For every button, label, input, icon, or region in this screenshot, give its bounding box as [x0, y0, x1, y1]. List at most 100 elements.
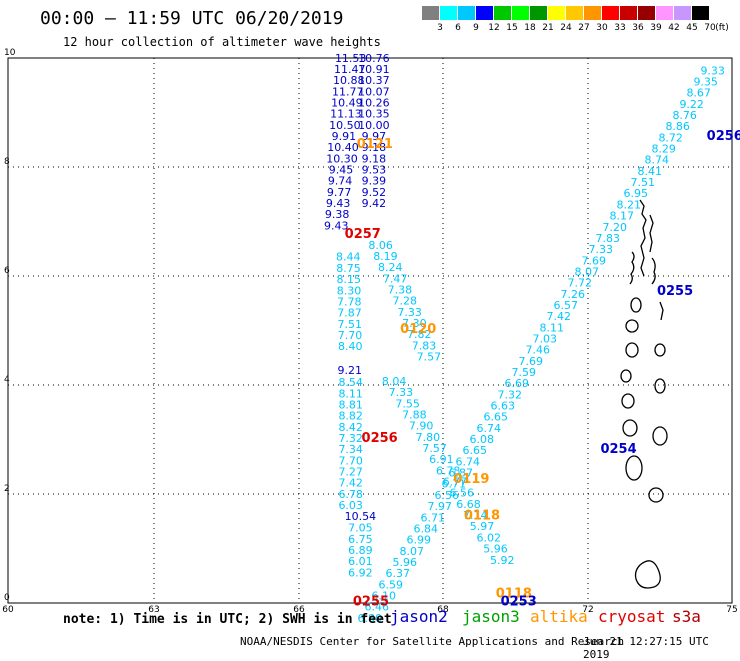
satellite-jason3: jason3: [462, 607, 520, 626]
wave-height-value: 9.43: [326, 197, 351, 210]
legend-tick-label: 3: [437, 23, 443, 33]
map-title: 00:00 – 11:59 UTC 06/20/2019: [40, 8, 344, 29]
pass-number-label: 0256: [362, 431, 398, 446]
legend-swatch: [566, 6, 584, 20]
wave-height-value: 7.32: [497, 388, 522, 401]
map-subtitle: 12 hour collection of altimeter wave hei…: [63, 35, 381, 49]
wave-height-value: 8.07: [574, 265, 599, 278]
legend-tick-label: 45: [686, 23, 698, 33]
wave-height-value: 8.72: [658, 131, 683, 144]
pass-number-label: 0255: [657, 284, 693, 299]
legend-tick-label: 15: [506, 23, 518, 33]
wave-height-value: 7.87: [337, 307, 362, 320]
pass-number-label: 0253: [501, 595, 537, 610]
legend-tick-label: 27: [578, 23, 590, 33]
pass-number-label: 0119: [453, 472, 489, 487]
wave-height-value: 11.47: [334, 63, 366, 76]
wave-height-value: 7.70: [338, 454, 363, 467]
wave-height-value: 6.68: [456, 498, 481, 511]
island-outlines: [620, 199, 668, 589]
wave-height-value: 9.39: [362, 175, 387, 188]
wave-height-value: 6.46: [365, 601, 390, 614]
wave-height-value: 10.07: [358, 85, 390, 98]
legend-swatch: [530, 6, 548, 20]
pass-number-label: 0118: [464, 509, 500, 524]
wave-height-value: 6.01: [348, 555, 373, 568]
wave-height-value: 8.44: [336, 251, 361, 264]
y-tick-label: 8: [4, 157, 10, 167]
wave-height-value: 6.71: [441, 478, 466, 491]
legend-tick-label: 39: [650, 23, 662, 33]
wave-height-value: 9.45: [329, 164, 354, 177]
wave-height-value: 6.57: [553, 299, 578, 312]
y-tick-label: 0: [4, 593, 10, 603]
wave-height-value: 6.71: [420, 511, 445, 524]
wave-height-value: 7.30: [402, 317, 427, 330]
legend-tick-label: 24: [560, 23, 572, 33]
wave-height-value: 7.33: [588, 243, 613, 256]
wave-height-value: 7.51: [337, 318, 362, 331]
wave-height-value: 9.97: [362, 130, 387, 143]
wave-height-value: 6.84: [413, 522, 438, 535]
wave-height-value: 7.69: [581, 254, 606, 267]
wave-height-value: 8.24: [378, 261, 403, 274]
wave-height-value: 8.76: [672, 109, 697, 122]
wave-height-value: 8.40: [338, 340, 363, 353]
wave-height-value: 10.49: [331, 97, 363, 110]
wave-height-value: 6.91: [429, 453, 454, 466]
wave-height-value: 8.29: [651, 143, 676, 156]
wave-height-value: 8.54: [338, 376, 363, 389]
wave-height-value: 6.02: [476, 531, 501, 544]
wave-height-value: 8.15: [337, 273, 362, 286]
wave-height-value: 7.97: [427, 500, 452, 513]
wave-height-value: 6.65: [462, 444, 487, 457]
legend-swatch: [638, 6, 656, 20]
legend-tick-label: 21: [542, 23, 554, 33]
wave-height-value: 6.56: [449, 487, 474, 500]
wave-height-value: 6.95: [623, 187, 648, 200]
wave-height-value: 6.10: [372, 589, 397, 602]
wave-height-value: 7.83: [595, 232, 620, 245]
wave-height-value: 8.17: [609, 210, 634, 223]
color-legend: [422, 6, 710, 20]
wave-height-value: 8.21: [616, 198, 641, 211]
units-note: note: 1) Time is in UTC; 2) SWH is in fe…: [63, 612, 392, 627]
legend-tick-label: 33: [614, 23, 626, 33]
wave-height-value: 6.75: [348, 533, 373, 546]
wave-height-value: 10.37: [358, 74, 390, 87]
wave-height-value: 7.05: [348, 522, 373, 535]
satellite-s3a: s3a: [672, 607, 701, 626]
wave-height-value: 10.50: [329, 119, 361, 132]
legend-tick-label: 70: [704, 23, 716, 33]
wave-height-value: 5.92: [490, 554, 515, 567]
wave-height-value: 7.59: [511, 366, 536, 379]
wave-height-value: 8.82: [338, 410, 363, 423]
wave-height-value: 7.42: [546, 310, 571, 323]
wave-height-value: 8.11: [338, 387, 363, 400]
legend-swatch: [620, 6, 638, 20]
wave-height-value: 8.67: [686, 87, 711, 100]
plot-frame: [7, 57, 733, 604]
legend-tick-label: 12: [488, 23, 500, 33]
wave-height-value: 8.11: [539, 321, 564, 334]
legend-tick-label: 6: [455, 23, 461, 33]
wave-height-value: 6.80: [358, 612, 383, 625]
legend-tick-label: 36: [632, 23, 644, 33]
wave-height-value: 7.57: [422, 442, 447, 455]
wave-height-value: 5.96: [393, 556, 418, 569]
wave-height-value: 7.38: [388, 283, 413, 296]
legend-tick-label: 42: [668, 23, 680, 33]
pass-number-label: 0254: [600, 442, 636, 457]
wave-height-value: 7.47: [383, 272, 408, 285]
wave-height-value: 7.27: [338, 465, 363, 478]
wave-height-value: 9.74: [328, 175, 353, 188]
wave-height-value: 7.78: [337, 295, 362, 308]
wave-height-value: 7.72: [567, 277, 592, 290]
wave-height-value: 9.42: [362, 197, 387, 210]
wave-height-value: 10.76: [358, 52, 390, 65]
wave-height-value: 9.53: [362, 164, 387, 177]
wave-height-value: 6.59: [379, 578, 404, 591]
x-tick-label: 66: [293, 605, 305, 615]
legend-tick-label: 18: [524, 23, 536, 33]
wave-height-value: 9.22: [679, 98, 704, 111]
